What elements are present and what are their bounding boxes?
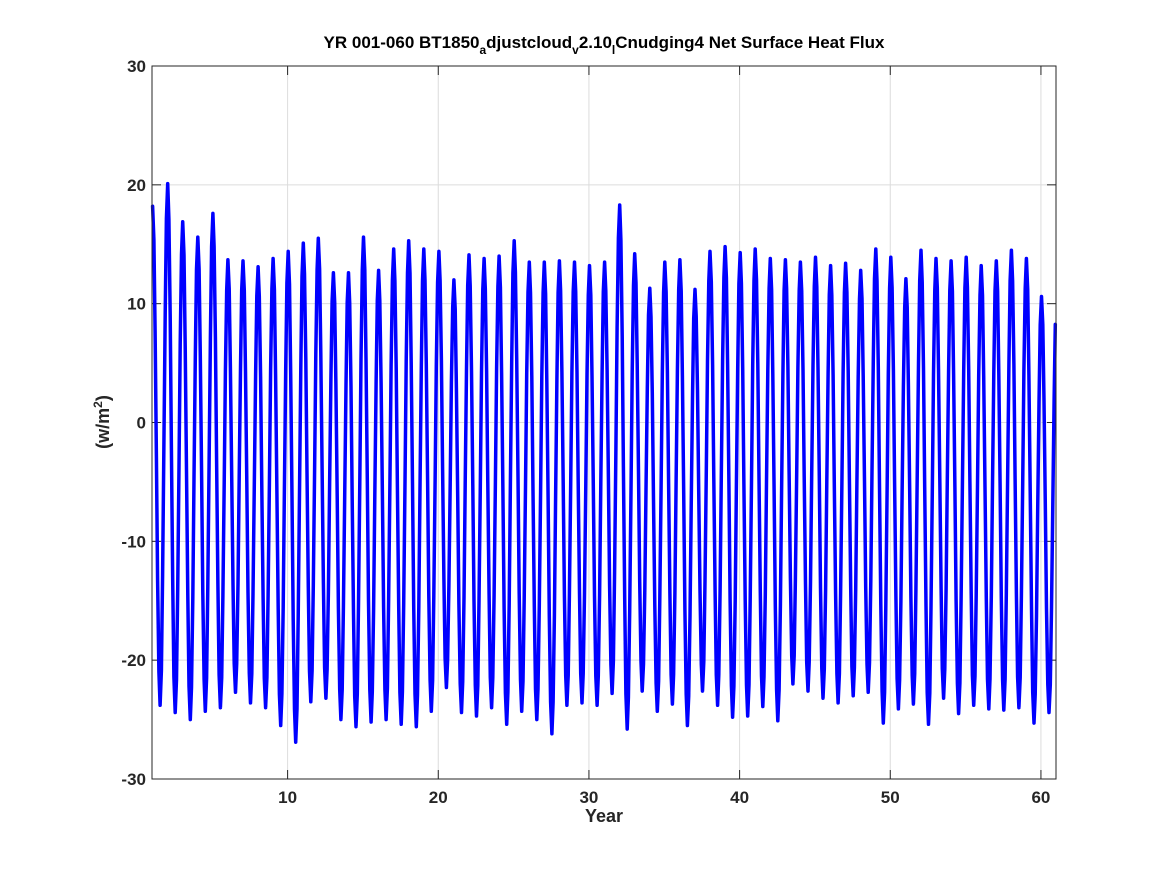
x-tick-label: 30 — [579, 788, 598, 807]
grid-lines — [152, 66, 1056, 779]
x-tick-label: 60 — [1031, 788, 1050, 807]
y-axis-label-close: ) — [93, 395, 113, 401]
x-axis-label: Year — [585, 806, 623, 826]
y-tick-label: -10 — [121, 532, 146, 551]
title-part-1: YR 001-060 BT1850 — [324, 33, 480, 52]
y-tick-label: -20 — [121, 651, 146, 670]
title-part-4: Cnudging4 Net Surface Heat Flux — [615, 33, 885, 52]
x-tick-label: 10 — [278, 788, 297, 807]
x-tick-label: 50 — [881, 788, 900, 807]
series-layer — [150, 181, 1058, 744]
y-axis-label-base: (w/m — [93, 408, 113, 449]
title-sub-1: a — [479, 43, 486, 57]
y-tick-label: 30 — [127, 57, 146, 76]
title-part-2: djustcloud — [486, 33, 572, 52]
x-tick-label: 20 — [429, 788, 448, 807]
x-tick-label: 40 — [730, 788, 749, 807]
y-axis-label: (w/m2) — [91, 395, 113, 449]
y-axis-label-sup: 2 — [91, 401, 105, 408]
y-tick-label: -30 — [121, 770, 146, 789]
y-tick-label: 0 — [137, 414, 146, 433]
title-part-3: 2.10 — [579, 33, 612, 52]
y-tick-label: 10 — [127, 295, 146, 314]
chart-title: YR 001-060 BT1850adjustcloudv2.10lCnudgi… — [324, 33, 885, 57]
title-sub-3: l — [612, 43, 615, 57]
y-tick-label: 20 — [127, 176, 146, 195]
title-sub-2: v — [572, 43, 579, 57]
series-line-0 — [150, 181, 1058, 744]
x-axis-ticks: 10 20 30 40 50 60 — [278, 66, 1050, 807]
axes-box — [151, 65, 1057, 780]
